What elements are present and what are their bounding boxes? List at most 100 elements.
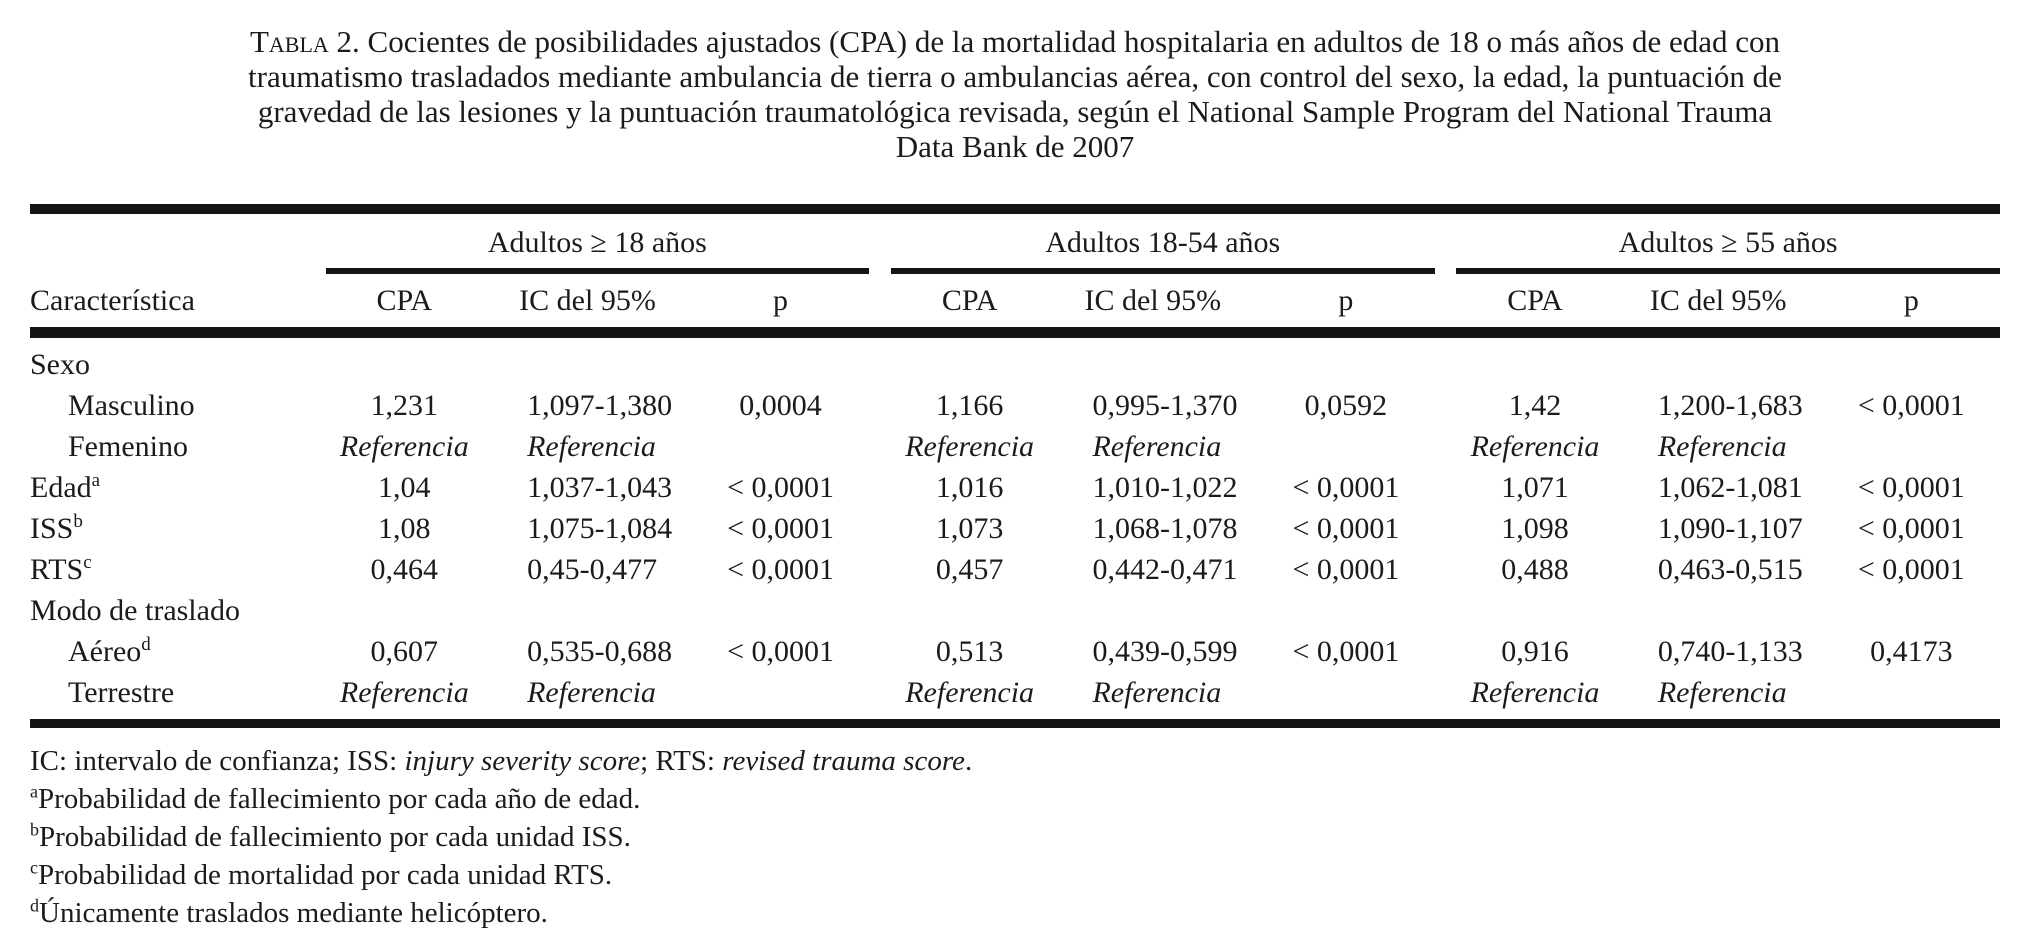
table-row-terrestre: Terrestre Referencia Referencia Referenc… bbox=[30, 672, 2000, 728]
table-row-femenino: Femenino Referencia Referencia Referenci… bbox=[30, 426, 2000, 467]
row-label: Sexo bbox=[30, 347, 90, 381]
cell: Referencia bbox=[339, 429, 469, 463]
cell bbox=[1048, 333, 1257, 386]
footnote-b: bProbabilidad de fallecimiento por cada … bbox=[30, 819, 631, 853]
row-label: Edada bbox=[30, 469, 101, 504]
cell: 1,097-1,380 bbox=[527, 388, 673, 422]
footnote-marker: c bbox=[30, 857, 38, 878]
cell: 0,535-0,688 bbox=[527, 634, 673, 668]
column-gutter bbox=[869, 271, 891, 338]
cell: 1,231 bbox=[370, 388, 439, 422]
footnote-marker: a bbox=[91, 469, 101, 491]
cell bbox=[692, 590, 869, 631]
cell bbox=[1614, 590, 1823, 631]
row-label: Masculino bbox=[68, 388, 195, 422]
cell: 1,037-1,043 bbox=[527, 470, 673, 504]
column-gutter bbox=[1435, 549, 1457, 590]
column-header-p-g2: p bbox=[1257, 271, 1435, 338]
cell: 1,090-1,107 bbox=[1657, 511, 1803, 545]
table-row-modo-de-traslado: Modo de traslado bbox=[30, 590, 2000, 631]
cell bbox=[891, 590, 1049, 631]
column-gutter bbox=[1434, 271, 1457, 338]
cell: < 0,0001 bbox=[1292, 511, 1400, 545]
column-gutter bbox=[869, 631, 891, 672]
column-header-p-g1: p bbox=[691, 271, 870, 338]
cell: < 0,0001 bbox=[727, 511, 835, 545]
column-gutter bbox=[869, 426, 891, 467]
cell: 1,062-1,081 bbox=[1657, 470, 1803, 504]
column-gutter bbox=[1435, 631, 1457, 672]
footnote-d: dÚnicamente traslados mediante helicópte… bbox=[30, 895, 548, 929]
table-caption: Tabla 2. Cocientes de posibilidades ajus… bbox=[36, 24, 1994, 164]
cell: < 0,0001 bbox=[1857, 388, 1965, 422]
row-label: ISSb bbox=[30, 510, 83, 545]
cell: < 0,0001 bbox=[1292, 470, 1400, 504]
cell: Referencia bbox=[1456, 672, 1614, 728]
column-header-ic-g3: IC del 95% bbox=[1613, 271, 1823, 338]
row-label: RTSc bbox=[30, 551, 92, 586]
cell: 0,442-0,471 bbox=[1092, 552, 1238, 586]
column-gutter bbox=[869, 508, 891, 549]
cell: Referencia bbox=[1657, 429, 1787, 463]
cell bbox=[1257, 590, 1434, 631]
column-header-caracteristica: Característica bbox=[30, 271, 326, 338]
cell bbox=[326, 590, 484, 631]
caption-line-4: Data Bank de 2007 bbox=[895, 129, 1135, 164]
column-gutter bbox=[1435, 467, 1457, 508]
cell bbox=[1257, 426, 1434, 467]
cell: 1,068-1,078 bbox=[1092, 511, 1238, 545]
cell: 1,073 bbox=[935, 511, 1004, 545]
footnote-marker: d bbox=[30, 895, 39, 916]
group-header-adults-18plus: Adultos ≥ 18 años bbox=[325, 209, 870, 274]
group-header-row: Adultos ≥ 18 años Adultos 18-54 años Adu… bbox=[30, 209, 2000, 274]
cell: 1,071 bbox=[1501, 470, 1569, 504]
cell bbox=[692, 426, 869, 467]
cell: 0,995-1,370 bbox=[1092, 388, 1238, 422]
cell bbox=[1823, 333, 2000, 386]
abbreviations-note: IC: intervalo de confianza; ISS: injury … bbox=[30, 745, 973, 777]
cell: Referencia bbox=[890, 672, 1049, 728]
cell bbox=[1823, 426, 2000, 467]
cell: < 0,0001 bbox=[727, 552, 835, 586]
caption-line-3: gravedad de las lesiones y la puntuación… bbox=[257, 94, 1773, 129]
cell: 0,457 bbox=[935, 552, 1004, 586]
cell: 0,916 bbox=[1501, 634, 1569, 668]
table-row-rts: RTSc 0,464 0,45-0,477 < 0,0001 0,457 0,4… bbox=[30, 549, 2000, 590]
column-gutter bbox=[1435, 508, 1457, 549]
column-gutter bbox=[869, 672, 891, 728]
column-header-cpa-g3: CPA bbox=[1456, 271, 1614, 338]
cell bbox=[483, 590, 692, 631]
cell: < 0,0001 bbox=[1292, 634, 1400, 668]
cell: 0,45-0,477 bbox=[527, 552, 658, 586]
cell: 0,607 bbox=[370, 634, 439, 668]
column-gutter bbox=[1435, 426, 1457, 467]
cell bbox=[1257, 333, 1434, 386]
cell: < 0,0001 bbox=[1857, 470, 1965, 504]
cell: 1,200-1,683 bbox=[1657, 388, 1803, 422]
cell: < 0,0001 bbox=[1857, 552, 1965, 586]
cell: 0,439-0,599 bbox=[1092, 634, 1238, 668]
footnotes: IC: intervalo de confianza; ISS: injury … bbox=[30, 742, 2000, 932]
row-label: Terrestre bbox=[30, 672, 326, 728]
cell: 1,016 bbox=[935, 470, 1004, 504]
footnote-marker: d bbox=[141, 633, 151, 655]
column-header-cpa-g2: CPA bbox=[890, 271, 1049, 338]
cell bbox=[1257, 672, 1435, 728]
cell: 0,464 bbox=[370, 552, 439, 586]
footnote-c: cProbabilidad de mortalidad por cada uni… bbox=[30, 857, 613, 891]
cell bbox=[692, 333, 869, 386]
cell: 0,463-0,515 bbox=[1657, 552, 1803, 586]
cell: Referencia bbox=[1470, 429, 1600, 463]
footnote-marker: b bbox=[73, 510, 83, 532]
cell: 0,740-1,133 bbox=[1657, 634, 1803, 668]
cell: Referencia bbox=[1048, 672, 1258, 728]
column-gutter bbox=[869, 549, 891, 590]
cell: < 0,0001 bbox=[1857, 511, 1965, 545]
footnote-a: aProbabilidad de fallecimiento por cada … bbox=[30, 781, 641, 815]
cell: 0,513 bbox=[935, 634, 1004, 668]
caption-line-1: Tabla 2. Cocientes de posibilidades ajus… bbox=[36, 24, 1994, 59]
column-gutter bbox=[869, 333, 891, 386]
cell: < 0,0001 bbox=[727, 634, 835, 668]
footnote-marker: c bbox=[83, 551, 92, 573]
footnote-marker: a bbox=[30, 781, 38, 802]
